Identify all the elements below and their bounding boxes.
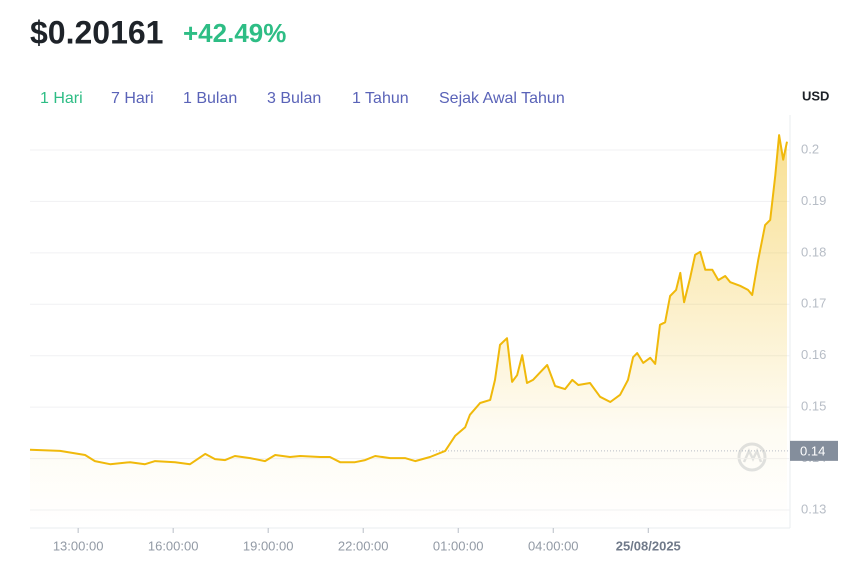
x-tick-label: 01:00:00 — [433, 538, 484, 553]
range-tab[interactable]: 1 Hari — [40, 90, 83, 107]
range-tab[interactable]: 1 Tahun — [352, 90, 409, 107]
y-tick-label: 0.19 — [801, 193, 826, 208]
range-tabs: 1 Hari 7 Hari 1 Bulan 3 Bulan 1 Tahun Sejak A… — [40, 90, 565, 107]
axis-unit: USD — [802, 88, 829, 103]
price-change: +42.49% — [183, 18, 286, 48]
area — [30, 135, 787, 528]
x-tick-label: 25/08/2025 — [616, 538, 681, 553]
price-line — [29, 134, 788, 466]
price: $0.20161 — [30, 14, 163, 50]
y-tick-label: 0.13 — [801, 501, 826, 516]
reference-badge — [790, 440, 838, 461]
y-tick-label: 0.16 — [801, 347, 826, 362]
x-tick-label: 16:00:00 — [148, 538, 199, 553]
y-tick-label: 0.15 — [801, 399, 826, 414]
x-tick-label: 22:00:00 — [338, 538, 389, 553]
y-tick-label: 0.17 — [801, 296, 826, 311]
range-tab[interactable]: Sejak Awal Tahun — [439, 90, 565, 107]
x-tick-label: 04:00:00 — [528, 538, 579, 553]
x-tick-label: 19:00:00 — [243, 538, 294, 553]
y-tick-label: 0.18 — [801, 244, 826, 259]
range-tab[interactable]: 7 Hari — [111, 90, 154, 107]
x-tick-label: 13:00:00 — [53, 538, 104, 553]
reference-label: 0.14 — [800, 443, 825, 458]
range-tab[interactable]: 1 Bulan — [183, 90, 237, 107]
y-tick-label: 0.2 — [801, 141, 819, 156]
range-tab[interactable]: 3 Bulan — [267, 90, 321, 107]
